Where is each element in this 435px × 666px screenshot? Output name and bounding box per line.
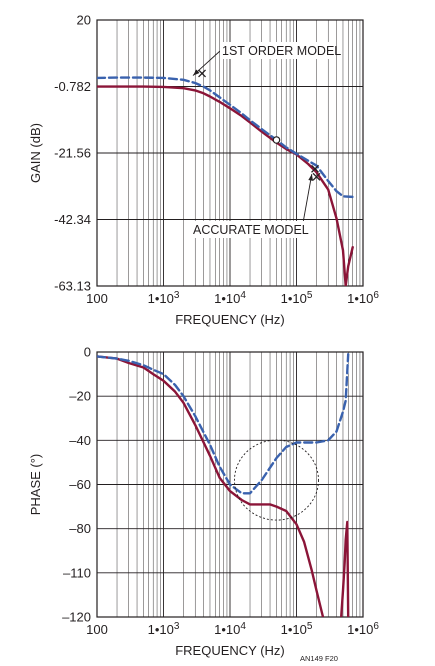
figure-id: AN149 F20	[300, 654, 338, 663]
phase-y-tick-label: –40	[69, 433, 91, 448]
gain-series-first-order	[97, 76, 354, 199]
phase-x-axis-title: FREQUENCY (Hz)	[175, 643, 285, 658]
phase-x-tick-label: 1•106	[347, 621, 379, 637]
phase-y-tick-label: –20	[69, 389, 91, 404]
phase-plot-frame	[96, 351, 364, 618]
phase-x-tick-label: 100	[86, 622, 108, 637]
phase-y-tick-label: –80	[69, 521, 91, 536]
gain-annotation-label: ACCURATE MODEL	[193, 223, 309, 237]
gain-circle-marker	[272, 136, 281, 144]
gain-series-accurate	[97, 85, 354, 286]
gain-y-tick-label: -63.13	[54, 279, 91, 294]
gain-y-tick-label: 20	[77, 13, 91, 28]
gain-y-tick-label: -21.56	[54, 146, 91, 161]
gain-annotation-leader	[302, 173, 313, 224]
gain-x-marker	[312, 172, 321, 181]
phase-y-tick-label: –110	[63, 565, 91, 580]
gain-annotation-bg	[191, 221, 307, 238]
gain-x-tick-label: 1•103	[148, 290, 180, 306]
gain-x-marker	[311, 164, 319, 173]
phase-series-accurate-upper	[340, 520, 350, 617]
gain-x-tick-label: 1•106	[347, 290, 379, 306]
phase-series-accurate	[97, 355, 325, 617]
gain-x-marker	[198, 69, 207, 78]
phase-x-tick-label: 1•104	[214, 621, 246, 637]
gain-y-tick-label: -42.34	[54, 212, 91, 227]
gain-x-tick-label: 100	[86, 291, 108, 306]
gain-plot-frame	[96, 19, 364, 287]
gain-x-axis-title: FREQUENCY (Hz)	[175, 312, 285, 327]
gain-x-tick-label: 1•105	[281, 290, 313, 306]
gain-y-axis-title: GAIN (dB)	[28, 123, 43, 183]
phase-x-tick-label: 1•105	[281, 621, 313, 637]
gain-y-tick-label: -0.782	[54, 79, 91, 94]
gain-grid	[96, 20, 363, 286]
gain-annotation-label: 1ST ORDER MODEL	[222, 44, 341, 58]
gain-x-tick-label: 1•104	[214, 290, 246, 306]
gain-annotation-bg	[220, 42, 336, 59]
phase-y-tick-label: –120	[62, 610, 91, 625]
gain-annotation-arrowhead	[308, 173, 314, 181]
phase-y-tick-label: –60	[69, 477, 91, 492]
phase-series-first-order	[97, 353, 350, 495]
phase-y-axis-title: PHASE (°)	[28, 454, 43, 516]
phase-highlight-circle	[234, 439, 319, 521]
phase-y-tick-label: 0	[84, 345, 91, 360]
gain-annotation-arrowhead	[192, 69, 200, 76]
phase-x-tick-label: 1•103	[148, 621, 180, 637]
